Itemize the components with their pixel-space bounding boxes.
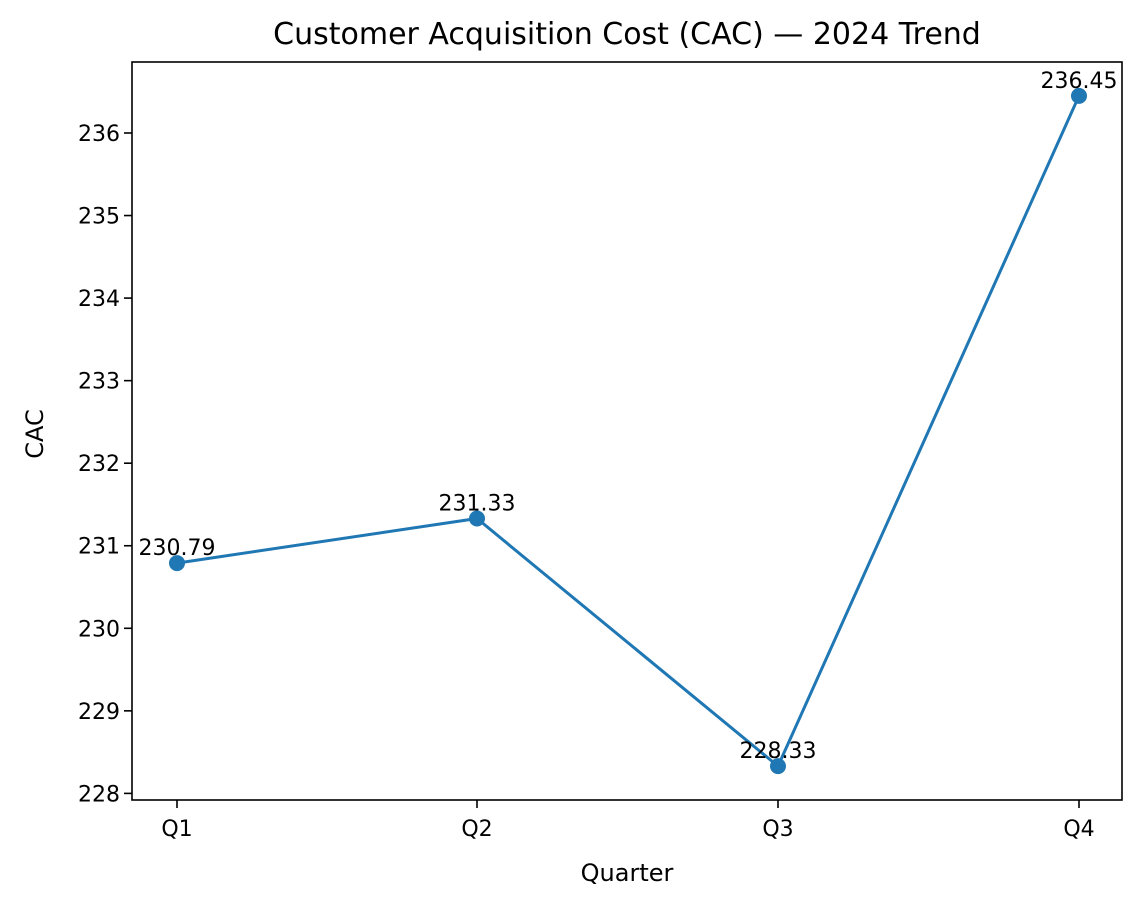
data-label: 230.79 — [139, 536, 216, 561]
chart-title: Customer Acquisition Cost (CAC) — 2024 T… — [273, 17, 981, 52]
y-tick-label: 228 — [78, 782, 120, 807]
x-tick-label: Q4 — [1063, 817, 1094, 842]
series-line — [176, 95, 1081, 769]
data-point — [1071, 87, 1087, 104]
y-tick-label: 231 — [78, 535, 120, 560]
data-label: 231.33 — [439, 492, 516, 517]
data-label: 228.33 — [740, 739, 817, 764]
y-tick-label: 229 — [78, 700, 120, 725]
y-tick-label: 234 — [78, 287, 120, 312]
data-label: 236.45 — [1041, 69, 1118, 94]
x-tick-label: Q3 — [762, 817, 793, 842]
series-layer — [169, 87, 1087, 775]
x-tick-label: Q1 — [161, 817, 192, 842]
y-axis-ticks: 228 229 230 231 232 233 234 235 236 — [78, 122, 132, 807]
data-labels-layer: 230.79 231.33 228.33 236.45 — [139, 69, 1118, 764]
plot-area — [131, 61, 1123, 801]
x-tick-label: Q2 — [461, 817, 492, 842]
y-tick-label: 236 — [78, 122, 120, 147]
x-axis-ticks: Q1 Q2 Q3 Q4 — [161, 800, 1095, 842]
x-axis-label: Quarter — [581, 859, 674, 887]
data-point — [169, 555, 185, 572]
data-point — [469, 510, 485, 527]
y-tick-label: 232 — [78, 452, 120, 477]
y-axis-label: CAC — [21, 409, 49, 459]
data-point — [770, 758, 786, 775]
y-tick-label: 233 — [78, 370, 120, 395]
y-tick-label: 235 — [78, 205, 120, 230]
y-tick-label: 230 — [78, 617, 120, 642]
